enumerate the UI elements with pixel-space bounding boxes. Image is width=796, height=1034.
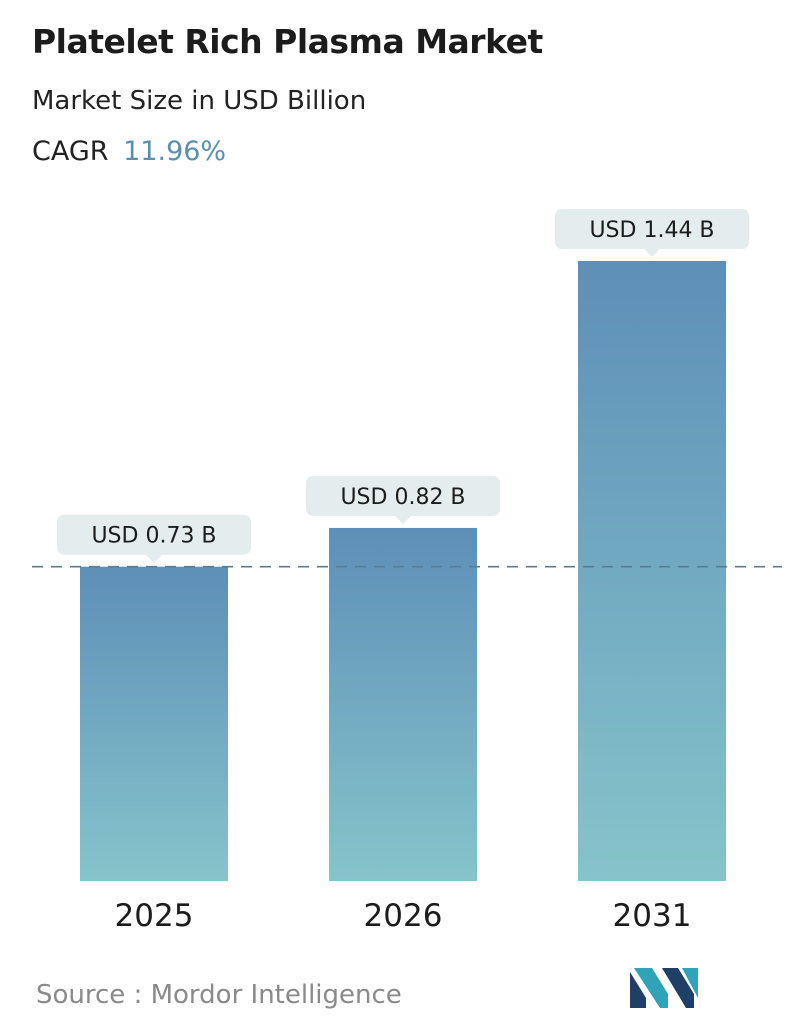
data-label-text: USD 1.44 B	[589, 218, 714, 243]
x-tick-labels-layer: 2025 2026 2031	[115, 898, 692, 934]
chart-subtitle: Market Size in USD Billion	[32, 86, 367, 116]
x-tick-2025: 2025	[115, 898, 194, 934]
x-tick-2026: 2026	[364, 898, 443, 934]
bar-2026	[329, 527, 477, 881]
bar-2025	[80, 566, 228, 881]
x-tick-2031: 2031	[613, 898, 692, 934]
data-label-text: USD 0.73 B	[91, 524, 216, 549]
source-note: Source : Mordor Intelligence	[36, 980, 402, 1010]
cagr-value: 11.96%	[123, 136, 227, 167]
chart-title: Platelet Rich Plasma Market	[32, 22, 543, 61]
data-labels-layer: USD 0.73 B USD 0.82 B USD 1.44 B	[57, 209, 749, 563]
data-label-2025: USD 0.73 B	[57, 514, 251, 563]
cagr-label: CAGR	[32, 136, 109, 167]
cagr-line: CAGR 11.96%	[32, 136, 226, 167]
data-label-2026: USD 0.82 B	[306, 475, 500, 524]
bars-layer	[80, 261, 726, 881]
data-label-text: USD 0.82 B	[340, 485, 465, 510]
mordor-intelligence-logo-icon	[630, 968, 698, 1008]
data-label-2031: USD 1.44 B	[555, 209, 749, 257]
bar-2031	[578, 261, 726, 881]
